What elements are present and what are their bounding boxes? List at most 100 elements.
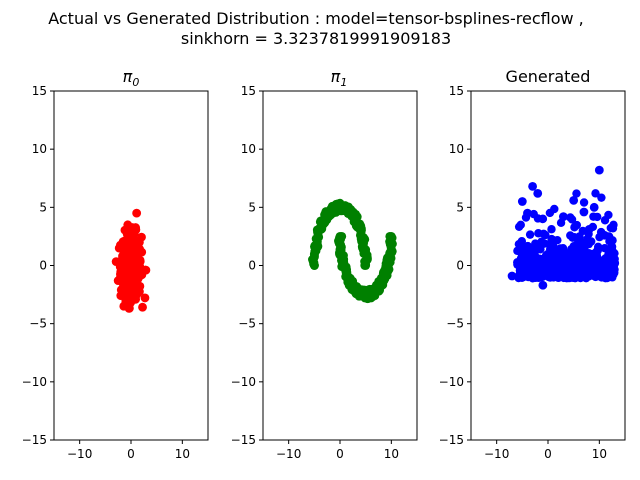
tick-label: 10 <box>32 142 47 156</box>
scatter-point <box>335 202 345 212</box>
scatter-point <box>538 280 548 290</box>
panel-generated-ticks: −10 0 10 −15 −10 −5 0 5 10 15 <box>439 84 607 461</box>
tick-label: 10 <box>241 142 256 156</box>
panel-pi1: π1 −10 0 10 −15 −10 −5 0 5 10 15 <box>231 67 418 461</box>
scatter-point <box>115 262 125 272</box>
tick-label: −15 <box>231 433 256 447</box>
tick-label: 15 <box>241 84 256 98</box>
tick-label: −10 <box>67 447 92 461</box>
scatter-point <box>593 254 602 263</box>
scatter-point <box>533 266 543 275</box>
scatter-point <box>606 223 616 233</box>
tick-label: 0 <box>544 447 552 461</box>
tick-label: 15 <box>449 84 464 98</box>
tick-label: 0 <box>127 447 135 461</box>
tick-label: 0 <box>39 259 47 273</box>
scatter-point <box>594 264 604 274</box>
panel-pi0-points <box>111 208 151 313</box>
scatter-point <box>572 220 582 230</box>
tick-label: −15 <box>22 433 47 447</box>
scatter-point <box>547 260 557 270</box>
scatter-point <box>547 225 556 234</box>
scatter-point <box>579 198 589 207</box>
scatter-point <box>569 245 578 255</box>
scatter-point <box>386 232 396 241</box>
scatter-point <box>517 197 527 206</box>
tick-label: 10 <box>384 447 399 461</box>
scatter-point <box>516 254 526 263</box>
scatter-point <box>131 271 141 281</box>
scatter-point <box>605 237 614 246</box>
tick-label: 10 <box>449 142 464 156</box>
scatter-point <box>566 231 575 240</box>
scatter-point <box>127 244 137 254</box>
scatter-point <box>589 202 599 212</box>
scatter-point <box>309 261 319 270</box>
scatter-point <box>561 270 571 279</box>
scatter-point <box>525 230 535 239</box>
scatter-point <box>567 215 577 224</box>
tick-label: 15 <box>32 84 47 98</box>
scatter-point <box>584 225 594 234</box>
tick-label: −10 <box>276 447 301 461</box>
scatter-point <box>361 261 371 270</box>
scatter-point <box>140 293 150 303</box>
panel-generated: Generated −10 0 10 −15 −10 −5 0 5 10 15 <box>439 67 626 461</box>
tick-label: 10 <box>592 447 607 461</box>
scatter-point <box>126 279 135 289</box>
scatter-point <box>128 259 138 269</box>
figure-title-line2: sinkhorn = 3.3237819991909183 <box>181 29 451 48</box>
panel-pi0: π0 −10 0 10 −15 −10 −5 0 5 10 15 <box>22 67 209 461</box>
scatter-point <box>520 247 529 257</box>
scatter-point <box>580 242 589 251</box>
scatter-point <box>548 270 558 280</box>
scatter-point <box>123 269 133 279</box>
scatter-point <box>569 195 579 205</box>
scatter-point <box>594 165 604 175</box>
tick-label: −10 <box>22 375 47 389</box>
scatter-point <box>564 257 574 266</box>
scatter-point <box>116 291 126 301</box>
scatter-point <box>550 204 559 214</box>
panel-generated-title: Generated <box>506 67 591 86</box>
scatter-point <box>528 181 537 191</box>
panel-pi1-title: π1 <box>331 67 348 89</box>
tick-label: −5 <box>446 317 464 331</box>
scatter-point <box>603 263 612 272</box>
figure-title-line1: Actual vs Generated Distribution : model… <box>48 9 584 28</box>
tick-label: −10 <box>439 375 464 389</box>
scatter-point <box>572 189 581 198</box>
tick-label: −10 <box>231 375 256 389</box>
scatter-point <box>533 188 543 198</box>
scatter-point <box>507 271 517 281</box>
tick-label: 5 <box>456 200 464 214</box>
scatter-point <box>113 276 123 286</box>
scatter-point <box>361 290 371 299</box>
scatter-point <box>119 247 129 257</box>
scatter-point <box>534 229 543 238</box>
panel-pi1-ticks: −10 0 10 −15 −10 −5 0 5 10 15 <box>231 84 399 461</box>
scatter-point <box>516 220 525 230</box>
tick-label: −5 <box>29 317 47 331</box>
scatter-point <box>573 240 583 249</box>
tick-label: 0 <box>248 259 256 273</box>
tick-label: −15 <box>439 433 464 447</box>
scatter-point <box>531 253 541 262</box>
scatter-point <box>138 302 147 312</box>
scatter-point <box>597 193 606 202</box>
scatter-point <box>581 269 590 279</box>
scatter-point <box>141 265 151 275</box>
scatter-point <box>589 212 598 221</box>
tick-label: 0 <box>336 447 344 461</box>
scatter-point <box>534 273 544 283</box>
scatter-point <box>520 266 530 275</box>
scatter-point <box>541 269 550 279</box>
scatter-point <box>604 210 613 220</box>
scatter-point <box>569 264 578 274</box>
tick-label: 5 <box>39 200 47 214</box>
scatter-point <box>591 189 600 198</box>
scatter-point <box>600 243 609 253</box>
panel-generated-points <box>507 165 620 290</box>
scatter-point <box>137 232 146 242</box>
scatter-point <box>600 269 610 279</box>
